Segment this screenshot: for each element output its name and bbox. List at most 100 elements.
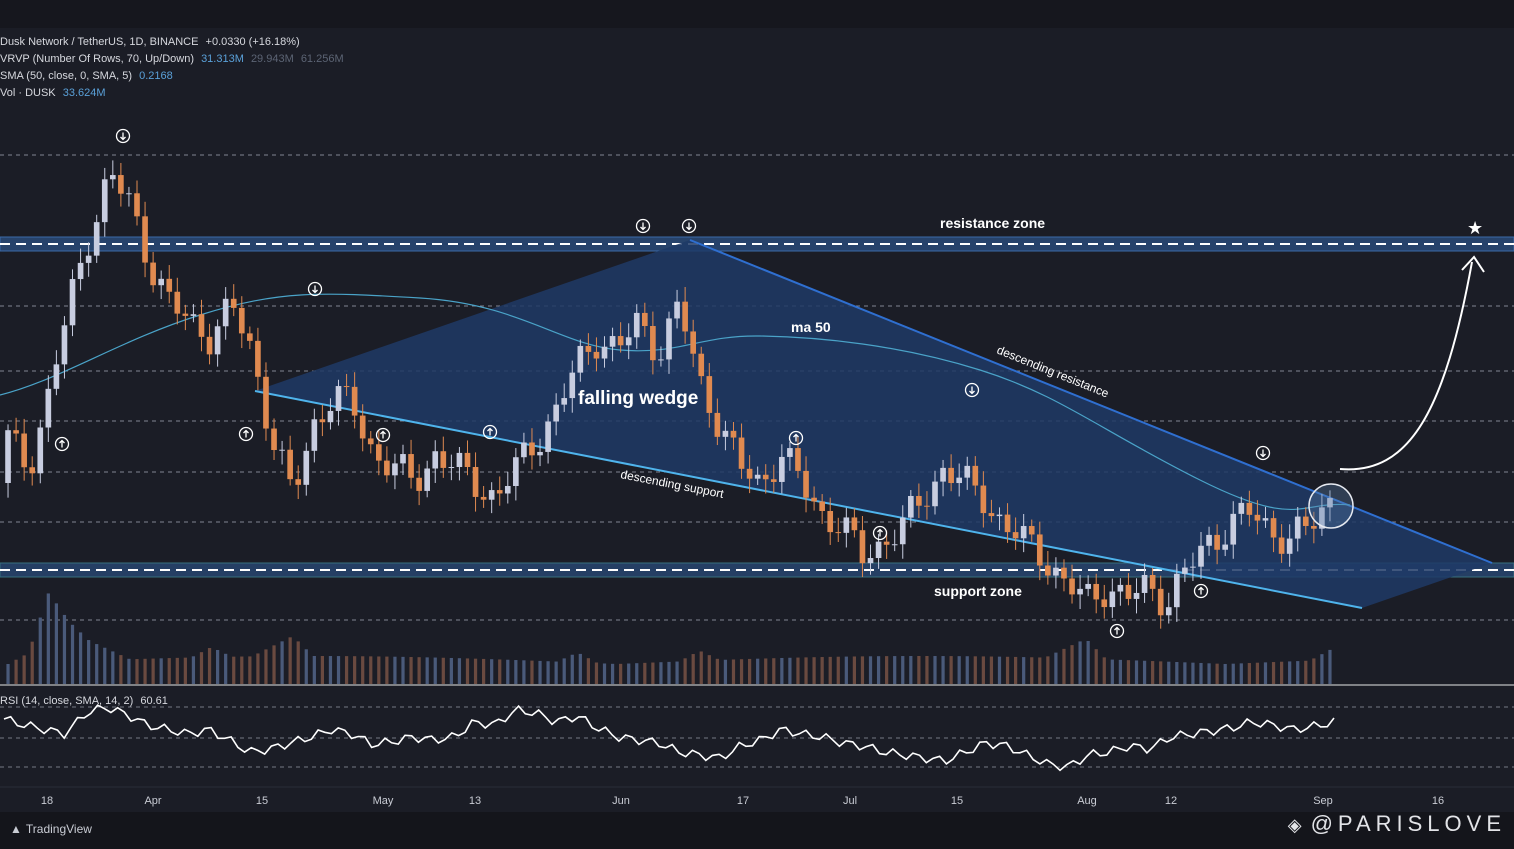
candle-body [948,467,954,484]
volume-bar [780,657,784,684]
volume-bar [1142,660,1147,684]
bounce-up-marker-icon [482,424,498,440]
volume-group [6,593,1332,684]
candle-body [5,430,11,483]
tradingview-logo-icon: ▲ [10,822,22,836]
volume-bar [739,659,744,684]
volume-bar [707,655,711,684]
bounce-up-marker-icon [872,525,888,541]
candle-body [29,467,36,474]
x-axis-ticks: 18 Apr 15 May 13 Jun 17 Jul 15 Aug 12 Sep 16 [41,795,1444,807]
bounce-up-marker-icon [788,430,804,446]
candle-body [625,337,632,346]
candle-body [779,456,785,482]
volume-bar [215,649,220,684]
volume-bar [1191,662,1195,684]
volume-bar [997,656,1002,684]
volume-bar [280,641,284,684]
volume-bar [1223,663,1227,684]
volume-bar [788,657,792,684]
candle-body [1270,518,1277,538]
candle-body [609,336,616,347]
volume-bar [828,656,832,684]
x-tick-label: 17 [737,795,749,807]
candle-body [754,474,761,479]
candle-body [795,448,801,471]
candle-body [109,175,116,180]
candle-body [972,465,979,486]
candle-body [851,517,858,531]
volume-bar [885,656,889,684]
volume-bar [602,663,607,684]
volume-bar [651,662,655,684]
tradingview-brand[interactable]: ▲ TradingView [10,822,92,836]
candle-body [1327,498,1333,508]
candle-body [746,468,753,479]
price-chart[interactable]: 18 Apr 15 May 13 Jun 17 Jul 15 Aug 12 Sep 16 resista… [0,0,1514,812]
candle-body [1004,514,1011,533]
candle-body [787,448,793,457]
volume-bar [635,663,639,684]
volume-bar [619,663,623,684]
candle-body [1254,514,1261,521]
volume-bar [14,659,18,684]
volume-bar [62,614,67,684]
rejection-down-marker-icon [115,128,131,144]
volume-bar [643,662,647,684]
volume-bar [46,593,50,684]
candle-body [1286,538,1293,554]
candle-body [158,278,165,286]
watermark: ◈ @PARISLOVE [1288,811,1506,837]
candle-body [118,175,124,194]
volume-bar [1159,661,1163,684]
volume-bar [852,656,857,684]
candle-body [658,359,664,361]
candle-body [1093,583,1100,600]
volume-bar [393,656,397,684]
candle-body [940,467,946,482]
volume-bar [95,644,99,684]
candle-body [279,449,285,451]
candle-body [222,298,229,327]
bounce-up-marker-icon [238,426,254,442]
candle-body [1045,565,1051,576]
x-tick-label: Jul [843,795,857,807]
rejection-down-marker-icon [635,218,651,234]
candle-body [13,430,19,434]
candle-body [440,451,447,468]
volume-bar [747,658,752,684]
candle-body [504,485,511,494]
candle-body [641,312,648,327]
candle-body [980,485,987,514]
volume-bar [1070,645,1074,684]
candle-body [230,298,237,308]
volume-bar [1062,648,1066,684]
candle-body [101,179,108,223]
volume-bar [272,645,276,684]
candle-body [537,451,543,456]
arrow-up-icon [1198,586,1204,595]
candle-body [1278,537,1285,554]
volume-bar [965,656,969,684]
candle-body [45,388,52,428]
resistance-zone-label: resistance zone [940,215,1045,231]
volume-bar [143,658,147,684]
volume-bar [369,656,373,684]
volume-bar [232,656,236,684]
candle-body [682,301,688,332]
candle-body [593,351,600,359]
volume-bar [111,651,115,684]
volume-bar [506,659,510,684]
symbol-change: +0.0330 (+16.18%) [205,36,300,48]
volume-bar [377,656,381,684]
candle-body [545,421,551,452]
volume-bar [54,603,59,684]
breakout-highlight-circle [1308,483,1354,529]
target-star-icon: ★ [1467,218,1483,238]
volume-bar [449,657,453,684]
volume-bar [498,659,502,684]
arrow-up-icon [1114,626,1120,635]
bounce-up-marker-icon [375,427,391,443]
volume-bar [1005,656,1010,684]
volume-bar [1038,657,1042,684]
